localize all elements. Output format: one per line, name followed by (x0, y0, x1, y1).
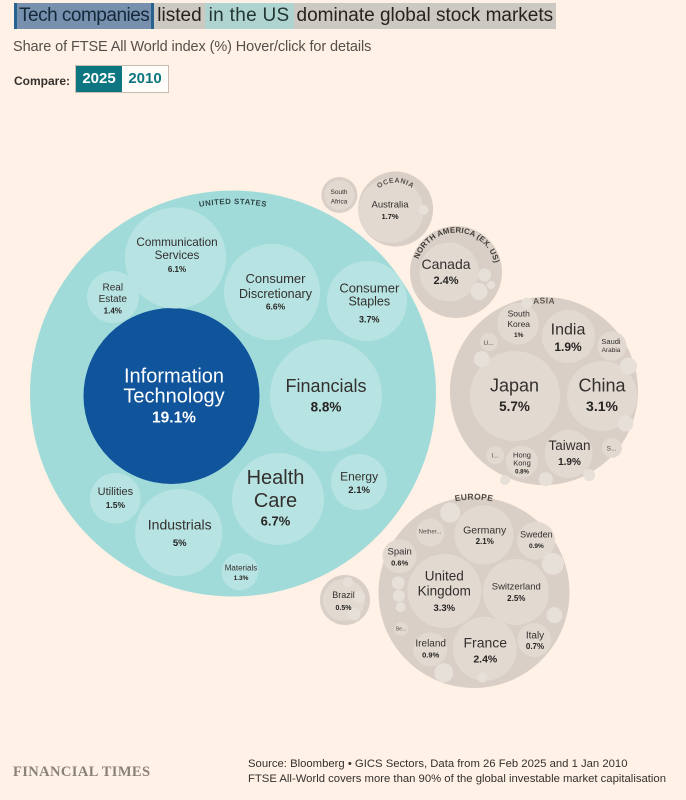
svg-text:Nether...: Nether... (419, 530, 442, 536)
svg-text:South: South (508, 309, 530, 319)
svg-text:1.9%: 1.9% (554, 340, 582, 354)
svg-text:UNITED STATES: UNITED STATES (198, 197, 267, 209)
svg-text:1.5%: 1.5% (106, 500, 126, 510)
svg-text:3.1%: 3.1% (586, 398, 618, 414)
svg-text:Africa: Africa (331, 198, 348, 205)
svg-text:0.7%: 0.7% (526, 642, 544, 651)
svg-text:Spain: Spain (388, 546, 412, 557)
svg-text:Sweden: Sweden (520, 530, 553, 540)
svg-text:6.1%: 6.1% (168, 265, 186, 274)
svg-text:Kingdom: Kingdom (418, 583, 471, 598)
svg-text:1%: 1% (514, 332, 524, 339)
svg-text:Ireland: Ireland (415, 638, 446, 649)
svg-text:Switzerland: Switzerland (492, 581, 541, 592)
svg-text:South: South (331, 189, 348, 196)
svg-text:Communication: Communication (136, 236, 217, 249)
svg-text:Arabia: Arabia (602, 347, 621, 354)
svg-text:3.3%: 3.3% (433, 603, 455, 614)
svg-text:Financials: Financials (285, 376, 366, 396)
svg-text:2.4%: 2.4% (433, 275, 458, 287)
svg-text:1.9%: 1.9% (558, 457, 581, 468)
svg-text:Saudi: Saudi (601, 337, 621, 346)
svg-text:United: United (425, 569, 464, 584)
svg-text:Real: Real (103, 283, 124, 294)
svg-text:0.9%: 0.9% (422, 651, 439, 660)
svg-text:0.9%: 0.9% (529, 543, 544, 550)
svg-text:India: India (551, 322, 586, 339)
svg-text:2.4%: 2.4% (473, 653, 498, 665)
svg-text:Health: Health (247, 467, 305, 489)
svg-text:19.1%: 19.1% (152, 410, 196, 427)
svg-text:I...: I... (491, 453, 498, 460)
svg-text:0.6%: 0.6% (391, 559, 408, 568)
svg-text:Information: Information (124, 366, 224, 388)
svg-text:China: China (578, 375, 626, 395)
svg-text:5%: 5% (173, 538, 187, 549)
svg-text:U...: U... (483, 340, 493, 347)
svg-text:Services: Services (155, 249, 200, 262)
svg-text:Be...: Be... (396, 627, 406, 633)
svg-text:1.4%: 1.4% (104, 306, 122, 315)
svg-text:0.5%: 0.5% (336, 605, 353, 612)
svg-text:Italy: Italy (526, 631, 544, 642)
svg-text:Estate: Estate (99, 294, 128, 305)
svg-text:S...: S... (607, 446, 617, 453)
svg-text:Utilities: Utilities (98, 486, 134, 498)
svg-text:Consumer: Consumer (339, 281, 400, 296)
svg-text:6.6%: 6.6% (266, 302, 286, 312)
svg-text:Hong: Hong (513, 451, 531, 460)
svg-text:EUROPE: EUROPE (454, 491, 494, 503)
svg-text:Kong: Kong (513, 458, 531, 467)
svg-text:Consumer: Consumer (246, 271, 307, 286)
svg-text:Taiwan: Taiwan (548, 438, 590, 453)
svg-text:Technology: Technology (123, 386, 224, 408)
svg-text:Japan: Japan (490, 376, 539, 396)
svg-text:0.8%: 0.8% (515, 469, 529, 475)
svg-text:Germany: Germany (463, 525, 507, 537)
svg-text:6.7%: 6.7% (261, 514, 291, 529)
svg-text:2.5%: 2.5% (507, 594, 525, 603)
svg-text:Korea: Korea (507, 319, 530, 329)
svg-text:3.7%: 3.7% (359, 315, 380, 325)
svg-text:Materials: Materials (225, 563, 257, 572)
svg-text:Staples: Staples (348, 295, 390, 309)
svg-text:France: France (464, 635, 508, 651)
svg-text:Energy: Energy (340, 469, 378, 483)
svg-text:1.3%: 1.3% (234, 575, 249, 582)
svg-text:Australia: Australia (372, 199, 410, 210)
svg-text:Industrials: Industrials (148, 517, 212, 533)
svg-text:2.1%: 2.1% (348, 485, 370, 496)
svg-text:Canada: Canada (421, 256, 470, 272)
svg-text:1.7%: 1.7% (381, 212, 398, 221)
svg-text:8.8%: 8.8% (311, 400, 342, 415)
svg-text:5.7%: 5.7% (499, 399, 530, 414)
svg-text:Discretionary: Discretionary (239, 287, 313, 301)
svg-text:Care: Care (254, 490, 297, 512)
svg-text:ASIA: ASIA (533, 295, 556, 306)
svg-text:Brazil: Brazil (332, 590, 355, 600)
svg-text:2.1%: 2.1% (476, 537, 494, 546)
